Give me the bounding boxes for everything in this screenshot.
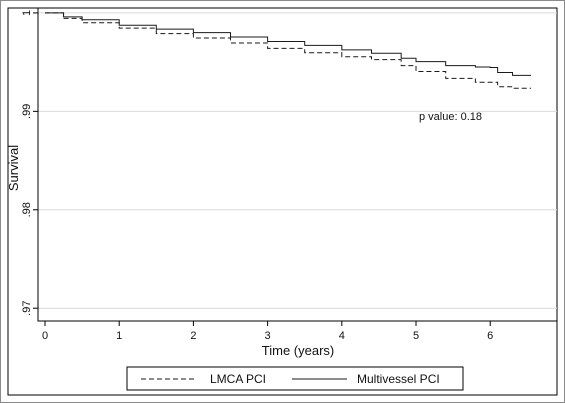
series-line-multivessel-pci	[45, 12, 532, 76]
y-ticks: .97 .98 .99 1	[21, 10, 38, 316]
x-tick-label: 4	[339, 330, 345, 342]
y-axis-title: Survival	[6, 145, 21, 191]
y-tick-label: .98	[21, 202, 33, 217]
axes	[37, 8, 557, 322]
gridlines	[38, 12, 557, 309]
legend-label-lmca: LMCA PCI	[210, 372, 266, 386]
y-tick-label: .97	[21, 301, 33, 316]
x-tick-label: 6	[487, 330, 493, 342]
x-ticks: 0 1 2 3 4 5 6	[42, 321, 493, 342]
x-tick-label: 0	[42, 330, 48, 342]
plot-area	[37, 7, 558, 322]
legend-label-multivessel: Multivessel PCI	[357, 372, 440, 386]
x-tick-label: 1	[116, 330, 122, 342]
legend: LMCA PCI Multivessel PCI	[126, 366, 464, 391]
series-line-lmca-pci	[45, 12, 532, 89]
x-tick-label: 5	[413, 330, 419, 342]
y-tick-label: .99	[21, 104, 33, 119]
y-tick-label: 1	[21, 10, 33, 16]
series	[45, 12, 532, 89]
p-value-annotation: p value: 0.18	[419, 111, 482, 123]
x-tick-label: 3	[265, 330, 271, 342]
x-axis-title: Time (years)	[262, 343, 334, 358]
x-tick-label: 2	[190, 330, 196, 342]
